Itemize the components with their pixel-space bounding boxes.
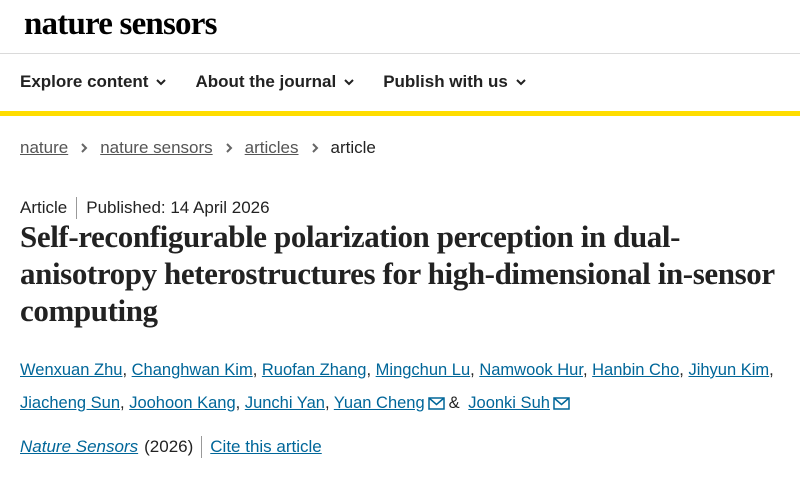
accent-bar bbox=[0, 111, 800, 116]
author: Jiacheng Sun, bbox=[20, 394, 125, 412]
mail-flap bbox=[428, 397, 445, 406]
nav: Explore content About the journal Publish … bbox=[20, 72, 527, 92]
breadcrumb-link[interactable]: articles bbox=[244, 138, 299, 157]
author: Junchi Yan, bbox=[245, 394, 330, 412]
chevron-icon bbox=[81, 143, 88, 153]
separator bbox=[201, 436, 203, 458]
mail-outline bbox=[427, 397, 445, 410]
nav-label: About the journal bbox=[195, 72, 337, 91]
chevron-path bbox=[156, 79, 167, 86]
author-link[interactable]: Hanbin Cho bbox=[592, 361, 680, 379]
chevron-path bbox=[344, 79, 354, 86]
author-separator: , bbox=[252, 361, 258, 379]
author-link[interactable]: Joohoon Kang bbox=[129, 394, 236, 412]
author-separator: , bbox=[120, 394, 125, 412]
author-link[interactable]: Changhwan Kim bbox=[131, 361, 253, 379]
breadcrumb-link[interactable]: nature bbox=[20, 138, 69, 157]
author-separator: , bbox=[235, 394, 241, 412]
chevron-icon bbox=[156, 79, 167, 86]
author: Jihyun Kim, bbox=[688, 361, 773, 379]
author-link[interactable]: Wenxuan Zhu bbox=[20, 361, 123, 379]
chevron-path bbox=[516, 79, 526, 86]
breadcrumbs: nature nature sensors articles article bbox=[20, 138, 376, 158]
chevron-path bbox=[311, 143, 318, 153]
journal-link[interactable]: Nature Sensors bbox=[20, 437, 139, 456]
author-link[interactable]: Junchi Yan bbox=[244, 394, 325, 412]
author-separator: , bbox=[324, 394, 330, 412]
breadcrumb-link[interactable]: nature sensors bbox=[100, 138, 213, 157]
author: Changhwan Kim, bbox=[132, 361, 258, 379]
year: (2026) bbox=[144, 437, 194, 456]
author-separator: , bbox=[122, 361, 128, 379]
author: Joohoon Kang, bbox=[129, 394, 240, 412]
chevron-icon bbox=[311, 143, 318, 153]
nav-item[interactable]: About the journal bbox=[195, 72, 355, 92]
author-link[interactable]: Yuan Cheng bbox=[333, 394, 425, 412]
author: Wenxuan Zhu, bbox=[20, 361, 127, 379]
citation-line: Nature Sensors (2026) Cite this article bbox=[20, 436, 322, 458]
mail-icon[interactable] bbox=[427, 397, 445, 410]
author-link[interactable]: Ruofan Zhang bbox=[261, 361, 367, 379]
author-separator: , bbox=[769, 361, 774, 379]
mail-flap bbox=[553, 397, 570, 406]
logo[interactable]: nature sensors bbox=[24, 6, 217, 42]
nav-item[interactable]: Publish with us bbox=[383, 72, 527, 92]
mail-outline bbox=[553, 397, 570, 410]
author-list: Wenxuan Zhu, Changhwan Kim, Ruofan Zhang… bbox=[20, 354, 798, 420]
breadcrumb-current: article bbox=[330, 138, 376, 157]
author-separator: , bbox=[679, 361, 684, 379]
article-type: Article bbox=[20, 198, 68, 217]
chevron-icon bbox=[344, 79, 354, 86]
chevron-path bbox=[81, 143, 88, 153]
separator bbox=[76, 197, 78, 219]
nav-label: Publish with us bbox=[383, 72, 508, 91]
author-separator: , bbox=[582, 361, 588, 379]
author-link[interactable]: Jihyun Kim bbox=[688, 361, 770, 379]
author-link[interactable]: Mingchun Lu bbox=[375, 361, 471, 379]
author: Hanbin Cho, bbox=[592, 361, 684, 379]
mail-icon[interactable] bbox=[553, 397, 570, 410]
author-separator: , bbox=[366, 361, 372, 379]
author-link[interactable]: Jiacheng Sun bbox=[20, 394, 120, 412]
author-link[interactable]: Joonki Suh bbox=[468, 394, 550, 412]
author: Yuan Cheng & bbox=[334, 394, 464, 412]
nav-label: Explore content bbox=[20, 72, 149, 91]
author: Joonki Suh bbox=[468, 394, 570, 412]
author: Namwook Hur, bbox=[479, 361, 587, 379]
article-title: Self-reconfigurable polarization percept… bbox=[20, 219, 775, 328]
chevron-path bbox=[225, 143, 233, 153]
article-meta: Article Published: 14 April 2026 bbox=[20, 197, 270, 219]
author-separator: , bbox=[470, 361, 475, 379]
published-date: Published: 14 April 2026 bbox=[86, 198, 270, 217]
author: Mingchun Lu, bbox=[376, 361, 475, 379]
divider bbox=[0, 53, 800, 54]
author-link[interactable]: Namwook Hur bbox=[479, 361, 583, 379]
author-separator: & bbox=[448, 394, 460, 412]
chevron-icon bbox=[516, 79, 526, 86]
chevron-icon bbox=[225, 143, 233, 153]
cite-link[interactable]: Cite this article bbox=[210, 437, 322, 456]
author: Ruofan Zhang, bbox=[262, 361, 371, 379]
nav-item[interactable]: Explore content bbox=[20, 72, 167, 92]
